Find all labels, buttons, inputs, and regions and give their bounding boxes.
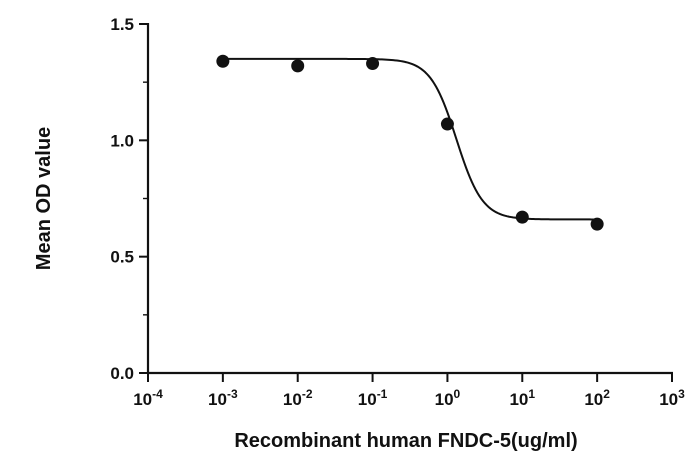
x-tick-label: 10-2 xyxy=(283,387,313,409)
x-axis-label: Recombinant human FNDC-5(ug/ml) xyxy=(234,430,577,452)
data-point xyxy=(440,117,454,131)
y-tick-label: 0.0 xyxy=(110,364,134,383)
data-point xyxy=(366,57,380,71)
y-axis-ticks: 0.0 0.5 1.0 1.5 xyxy=(110,15,148,383)
x-tick-label: 10-3 xyxy=(208,387,238,409)
x-tick-label: 10-1 xyxy=(358,387,388,409)
x-tick-label: 102 xyxy=(584,387,610,409)
x-tick-label: 101 xyxy=(509,387,535,409)
y-tick-label: 1.5 xyxy=(110,15,134,34)
data-points xyxy=(216,54,604,231)
x-tick-label: 103 xyxy=(659,387,685,409)
y-tick-label: 0.5 xyxy=(110,248,134,267)
y-axis-label: Mean OD value xyxy=(33,127,55,270)
x-tick-label: 100 xyxy=(435,387,461,409)
data-point xyxy=(291,59,305,73)
y-tick-label: 1.0 xyxy=(110,131,134,150)
x-tick-label: 10-4 xyxy=(133,387,163,409)
fit-curve xyxy=(222,57,598,221)
axes xyxy=(146,23,673,375)
x-axis-ticks: 10-4 10-3 10-2 10-1 100 101 102 103 xyxy=(133,373,685,409)
data-point xyxy=(216,54,230,68)
data-point xyxy=(590,217,604,231)
data-point xyxy=(515,210,529,224)
